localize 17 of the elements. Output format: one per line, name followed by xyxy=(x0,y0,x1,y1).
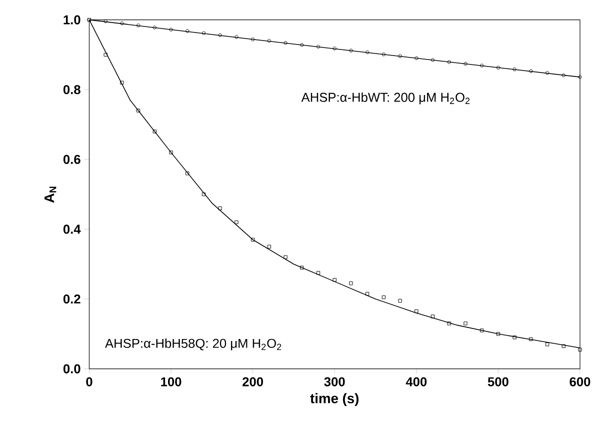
y-tick-label: 0.2 xyxy=(63,294,80,304)
y-tick-label: 0.8 xyxy=(63,84,80,94)
x-tick-label: 300 xyxy=(324,377,345,386)
y-tick-label: 0.4 xyxy=(63,224,81,234)
y-tick-label: 0.6 xyxy=(63,154,80,164)
annotation: AHSP:α-HbWT: 200 μM H$_{2}$O$_{2}$ xyxy=(301,92,470,104)
x-tick-label: 400 xyxy=(406,377,427,386)
y-tick-label: 1.0 xyxy=(64,15,80,24)
x-tick-label: 100 xyxy=(161,377,182,386)
y-axis-title: A$_{N}$ xyxy=(44,186,56,203)
x-tick-label: 600 xyxy=(570,377,590,386)
annotation: AHSP:α-HbH58Q: 20 μM H$_{2}$O$_{2}$ xyxy=(105,338,282,350)
x-tick-label: 500 xyxy=(488,377,508,386)
x-tick-label: 0 xyxy=(86,377,92,386)
x-axis-title: time (s) xyxy=(310,393,358,406)
y-tick-label: 0.0 xyxy=(63,364,80,374)
x-tick-label: 200 xyxy=(242,377,264,386)
